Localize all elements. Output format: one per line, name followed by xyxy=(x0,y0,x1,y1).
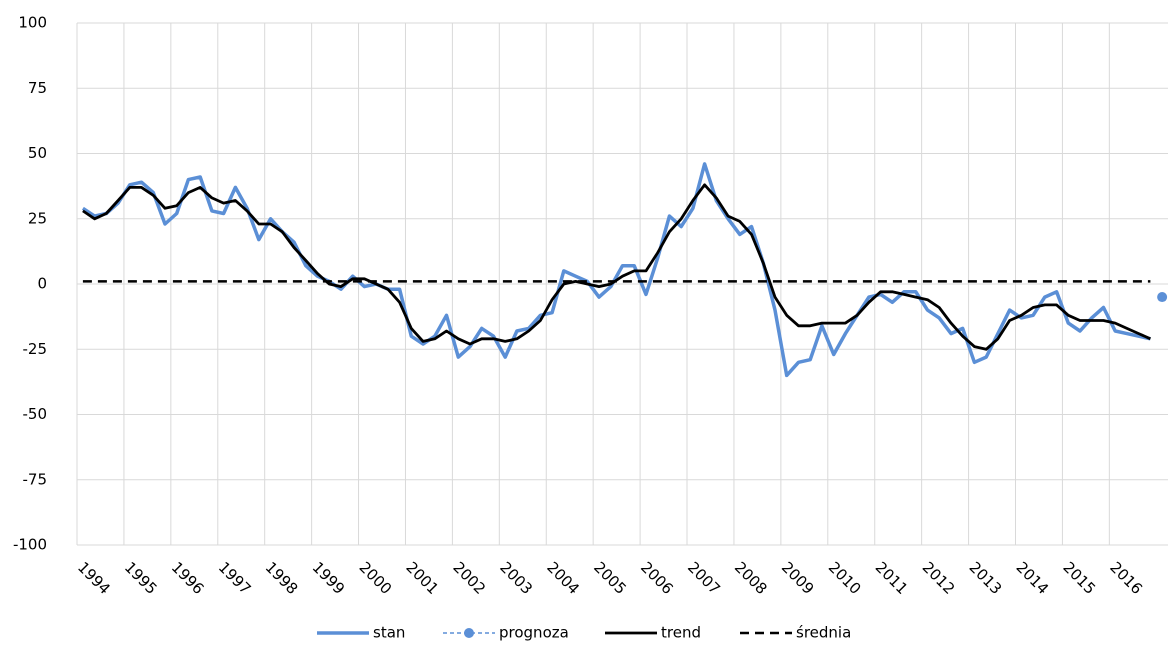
x-tick-label: 1996 xyxy=(168,558,208,598)
x-tick-label: 1997 xyxy=(215,558,255,598)
y-tick-label: 100 xyxy=(18,14,47,32)
legend-label: średnia xyxy=(796,624,851,642)
x-tick-label: 2011 xyxy=(872,558,912,598)
x-tick-label: 2009 xyxy=(778,558,818,598)
x-tick-label: 2007 xyxy=(684,558,724,598)
legend-label: stan xyxy=(373,624,405,642)
x-tick-label: 2005 xyxy=(590,558,630,598)
point-marker xyxy=(1157,292,1168,303)
x-tick-label: 2004 xyxy=(543,558,583,598)
y-tick-label: 25 xyxy=(28,209,47,227)
x-tick-label: 1994 xyxy=(74,558,114,598)
x-tick-label: 1995 xyxy=(121,558,161,598)
x-tick-label: 2001 xyxy=(402,558,442,598)
y-tick-label: -50 xyxy=(23,405,48,423)
x-tick-label: 2016 xyxy=(1106,558,1146,598)
y-tick-label: -75 xyxy=(23,470,48,488)
y-tick-label: 75 xyxy=(28,79,47,97)
legend-label: prognoza xyxy=(499,624,569,642)
x-tick-label: 2015 xyxy=(1059,558,1099,598)
y-tick-label: -25 xyxy=(23,340,48,358)
legend-marker xyxy=(464,628,474,638)
x-tick-label: 2003 xyxy=(496,558,536,598)
x-tick-label: 1998 xyxy=(262,558,302,598)
y-tick-label: 50 xyxy=(28,144,47,162)
x-tick-label: 1999 xyxy=(309,558,349,598)
y-tick-label: 0 xyxy=(37,275,47,293)
y-tick-label: -100 xyxy=(13,536,47,554)
x-tick-label: 2012 xyxy=(919,558,959,598)
series-line xyxy=(82,183,1151,351)
legend-label: trend xyxy=(661,624,701,642)
series-line xyxy=(81,162,1151,378)
x-tick-label: 2002 xyxy=(449,558,489,598)
x-tick-label: 2010 xyxy=(825,558,865,598)
x-tick-label: 2008 xyxy=(731,558,771,598)
x-tick-label: 2006 xyxy=(637,558,677,598)
x-tick-label: 2014 xyxy=(1012,558,1052,598)
x-tick-label: 2013 xyxy=(966,558,1006,598)
x-tick-label: 2000 xyxy=(356,558,396,598)
